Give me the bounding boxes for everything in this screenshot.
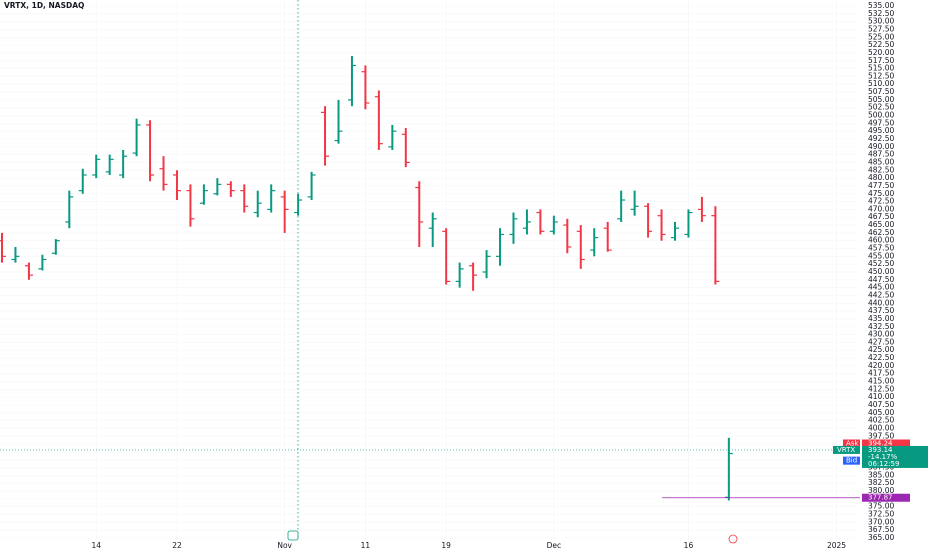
last-countdown: 06:12:59	[868, 460, 899, 468]
y-tick-label: 435.00	[868, 314, 894, 323]
x-tick-label: 14	[91, 541, 101, 550]
y-tick-label: 442.50	[868, 290, 894, 299]
grid	[95, 0, 837, 540]
y-tick-label: 382.50	[868, 478, 894, 487]
y-tick-label: 485.00	[868, 157, 894, 166]
y-tick-label: 400.00	[868, 423, 894, 432]
y-tick-label: 490.00	[868, 142, 894, 151]
x-tick-label: 16	[684, 541, 694, 550]
y-tick-label: 495.00	[868, 126, 894, 135]
y-tick-label: 527.50	[868, 24, 894, 33]
y-tick-label: 470.00	[868, 204, 894, 213]
y-tick-label: 520.00	[868, 48, 894, 57]
x-tick-label: 2025	[827, 541, 846, 550]
y-tick-label: 417.50	[868, 369, 894, 378]
price-axis: 535.00532.50530.00527.50525.00522.50520.…	[868, 1, 894, 542]
y-tick-label: 475.00	[868, 189, 894, 198]
y-tick-label: 375.00	[868, 502, 894, 511]
y-tick-label: 522.50	[868, 40, 894, 49]
y-tick-label: 445.00	[868, 283, 894, 292]
y-tick-label: 505.00	[868, 95, 894, 104]
y-tick-label: 450.00	[868, 267, 894, 276]
y-tick-label: 415.00	[868, 377, 894, 386]
level-label: 377.87	[868, 494, 893, 502]
y-tick-label: 530.00	[868, 17, 894, 26]
last-box	[862, 445, 928, 468]
x-tick-label: 22	[172, 541, 182, 550]
y-tick-label: 487.50	[868, 150, 894, 159]
y-tick-label: 422.50	[868, 353, 894, 362]
price-tags: 377.87 Ask 394.24 VRTX 393.14-14.17%06:12:59…	[833, 439, 928, 502]
last-name-box	[833, 445, 860, 454]
y-tick-label: 367.50	[868, 525, 894, 534]
ask-box	[862, 439, 910, 448]
y-tick-label: 452.50	[868, 259, 894, 268]
y-tick-label: 477.50	[868, 181, 894, 190]
last-value: 393.14	[868, 446, 893, 454]
y-tick-label: 410.00	[868, 392, 894, 401]
x-tick-label: 11	[361, 541, 371, 550]
x-tick-label: 19	[441, 541, 451, 550]
y-tick-label: 425.00	[868, 345, 894, 354]
y-tick-label: 515.00	[868, 64, 894, 73]
y-tick-label: 397.50	[868, 431, 894, 440]
bid-name: Bid	[846, 457, 857, 465]
y-tick-label: 512.50	[868, 71, 894, 80]
y-tick-label: 447.50	[868, 275, 894, 284]
x-tick-label: Dec	[547, 541, 562, 550]
y-tick-label: 457.50	[868, 244, 894, 253]
y-tick-label: 412.50	[868, 384, 894, 393]
y-tick-label: 380.00	[868, 486, 894, 495]
y-tick-label: 407.50	[868, 400, 894, 409]
y-tick-label: 497.50	[868, 118, 894, 127]
y-tick-label: 535.00	[868, 1, 894, 10]
y-tick-label: 430.00	[868, 330, 894, 339]
y-tick-label: 460.00	[868, 236, 894, 245]
y-tick-label: 465.00	[868, 220, 894, 229]
y-tick-label: 500.00	[868, 111, 894, 120]
y-tick-label: 405.00	[868, 408, 894, 417]
x-tick-label: Nov	[277, 541, 292, 550]
y-tick-label: 525.00	[868, 32, 894, 41]
y-tick-label: 402.50	[868, 416, 894, 425]
ask-name: Ask	[846, 439, 859, 447]
earnings-icon[interactable]	[287, 530, 299, 541]
y-tick-label: 467.50	[868, 212, 894, 221]
level-tag	[862, 493, 910, 502]
y-tick-label: 480.00	[868, 173, 894, 182]
ask-name-box	[843, 439, 860, 448]
y-tick-label: 365.00	[868, 533, 894, 542]
bid-name-box	[843, 456, 860, 465]
y-tick-label: 455.00	[868, 251, 894, 260]
y-tick-label: 372.50	[868, 510, 894, 519]
y-tick-label: 432.50	[868, 322, 894, 331]
y-tick-label: 462.50	[868, 228, 894, 237]
dividend-icon[interactable]	[728, 534, 738, 544]
ask-value: 394.24	[868, 439, 893, 447]
y-tick-label: 482.50	[868, 165, 894, 174]
y-tick-label: 507.50	[868, 87, 894, 96]
y-tick-label: 472.50	[868, 197, 894, 206]
chart-title: VRTX, 1D, NASDAQ	[4, 1, 84, 10]
time-axis: 14 22 Nov 11 19 Dec 16 2025	[91, 541, 846, 550]
y-tick-label: 427.50	[868, 337, 894, 346]
y-tick-label: 532.50	[868, 9, 894, 18]
y-tick-label: 437.50	[868, 306, 894, 315]
y-tick-label: 502.50	[868, 103, 894, 112]
y-tick-label: 440.00	[868, 298, 894, 307]
y-tick-label: 385.00	[868, 470, 894, 479]
y-tick-label: 510.00	[868, 79, 894, 88]
last-name: VRTX	[837, 446, 855, 454]
y-tick-label: 420.00	[868, 361, 894, 370]
y-tick-label: 370.00	[868, 517, 894, 526]
y-tick-label: 492.50	[868, 134, 894, 143]
last-change: -14.17%	[868, 453, 898, 461]
y-tick-label: 517.50	[868, 56, 894, 65]
bars	[0, 56, 860, 501]
